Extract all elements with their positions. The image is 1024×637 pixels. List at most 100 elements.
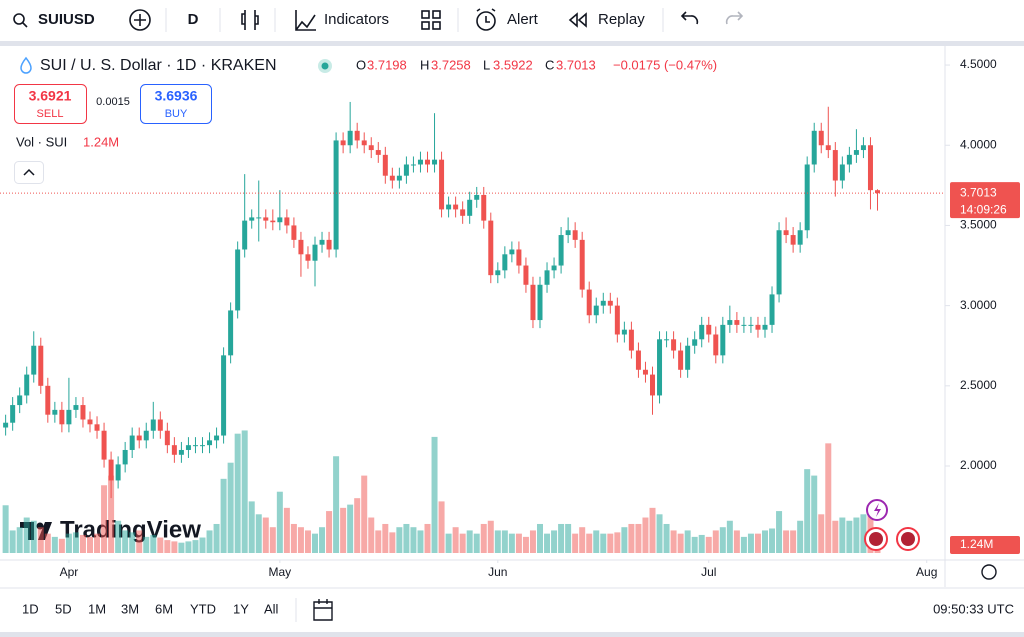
volume-bar xyxy=(431,436,438,553)
volume-bar xyxy=(368,517,375,553)
volume-label-box xyxy=(950,536,1020,555)
separator xyxy=(0,41,1024,46)
alert-icon[interactable] xyxy=(476,11,496,31)
layout-icon[interactable] xyxy=(421,10,430,19)
event-flag xyxy=(901,532,915,546)
candle-body xyxy=(867,145,873,191)
range-button[interactable]: 1M xyxy=(88,601,106,616)
range-button[interactable]: 1Y xyxy=(233,601,249,616)
sell-button[interactable] xyxy=(14,84,87,124)
candle-body xyxy=(185,445,191,450)
alert-button[interactable]: Alert xyxy=(507,11,539,28)
search-icon[interactable] xyxy=(13,13,25,25)
y-tick-label: 3.5000 xyxy=(960,218,997,232)
candle-body xyxy=(31,345,37,375)
volume-bar xyxy=(269,527,276,553)
range-button[interactable]: 1D xyxy=(22,601,39,616)
legend-title: SUI / U. S. Dollar · 1D · KRAKEN xyxy=(40,57,277,74)
replay-icon[interactable] xyxy=(568,12,587,28)
volume-bar xyxy=(361,475,368,553)
search-icon xyxy=(22,22,28,28)
volume-bar xyxy=(333,456,340,553)
buy-button[interactable] xyxy=(140,84,212,124)
sell-price: 3.6921 xyxy=(29,88,72,104)
candle-body xyxy=(671,339,677,351)
volume-bar xyxy=(726,520,733,553)
candle-body xyxy=(3,422,9,428)
range-button[interactable]: 3M xyxy=(121,601,139,616)
volume-bar xyxy=(663,523,670,553)
undo[interactable] xyxy=(680,11,699,25)
symbol-logo xyxy=(20,56,32,74)
symbol[interactable]: SUIUSD xyxy=(38,11,95,28)
ohlc-label: O xyxy=(356,57,366,72)
last-price-box xyxy=(950,182,1020,219)
clock[interactable]: 09:50:33 UTC xyxy=(933,601,1014,616)
volume-bar xyxy=(51,536,58,553)
candle-body xyxy=(516,249,522,266)
add-symbol xyxy=(134,14,146,26)
candle-body xyxy=(495,270,501,276)
y-tick-label: 4.0000 xyxy=(960,137,997,151)
volume-bar xyxy=(178,542,185,553)
candle-body xyxy=(235,249,241,311)
range-button[interactable]: YTD xyxy=(190,601,216,616)
candle-body xyxy=(368,145,374,151)
candle-body xyxy=(263,217,269,221)
volume-bar xyxy=(354,498,361,553)
candle-body xyxy=(157,419,163,431)
volume-bar xyxy=(797,520,804,553)
range-button[interactable]: All xyxy=(264,601,279,616)
chart-type-icon[interactable] xyxy=(241,10,259,30)
redo[interactable] xyxy=(725,11,744,25)
candle-body xyxy=(727,320,733,325)
x-tick-label: May xyxy=(269,565,292,579)
add-symbol[interactable] xyxy=(129,9,151,31)
event-flag xyxy=(869,532,883,546)
candle-body xyxy=(600,300,606,306)
events xyxy=(864,499,920,551)
candle-body xyxy=(17,395,23,406)
interval[interactable]: D xyxy=(188,11,199,28)
indicators-button[interactable]: Indicators xyxy=(324,11,389,28)
countdown: 14:09:26 xyxy=(960,202,1007,216)
volume-bar xyxy=(276,491,283,553)
candle-body xyxy=(593,305,599,316)
candle-body xyxy=(586,289,592,316)
range-button[interactable]: 5D xyxy=(55,601,72,616)
range-button[interactable]: 6M xyxy=(155,601,173,616)
replay-button[interactable]: Replay xyxy=(598,11,645,28)
y-tick-label: 4.5000 xyxy=(960,57,997,71)
candle-body xyxy=(52,409,58,415)
candle-body xyxy=(171,445,177,455)
volume-bar xyxy=(79,534,86,553)
volume-bar xyxy=(677,533,684,553)
candle-body xyxy=(635,350,641,370)
volume-bar xyxy=(16,527,23,553)
volume-bar xyxy=(466,530,473,553)
volume-bar xyxy=(290,523,297,553)
collapse-button[interactable] xyxy=(14,161,44,184)
volume-bar xyxy=(529,530,536,553)
volume-bar xyxy=(241,430,248,553)
candle-body xyxy=(678,350,684,370)
settings-icon[interactable] xyxy=(981,564,997,580)
volume-bar xyxy=(846,520,853,553)
candle-body xyxy=(685,345,691,370)
candle-body xyxy=(474,194,480,200)
volume-bar xyxy=(129,532,136,553)
date-range-icon[interactable] xyxy=(313,599,333,621)
candle-body xyxy=(136,435,142,441)
indicators-icon[interactable] xyxy=(295,10,316,31)
volume-bar xyxy=(790,530,797,553)
volume-bar xyxy=(58,538,65,553)
volume-bar xyxy=(445,533,452,553)
volume-bar xyxy=(37,527,44,553)
candle-body xyxy=(544,270,550,285)
candle-body xyxy=(628,329,634,351)
candle-body xyxy=(699,324,705,340)
candle-body xyxy=(804,164,810,231)
volume-bar xyxy=(220,478,227,553)
candle-body xyxy=(354,130,360,141)
candle-body xyxy=(530,284,536,321)
